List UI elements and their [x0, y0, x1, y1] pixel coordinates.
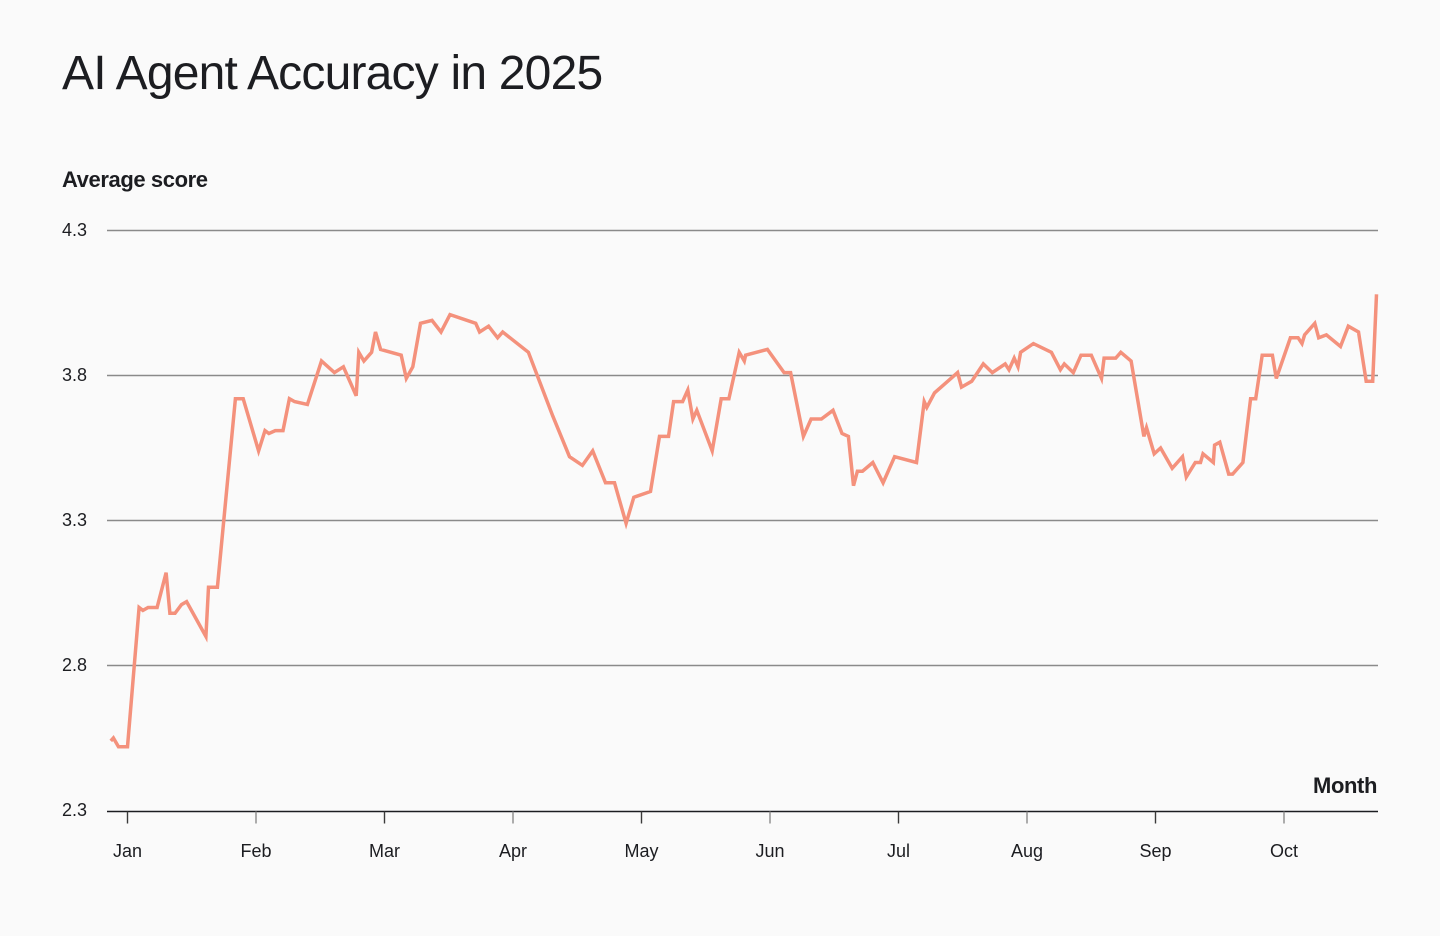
y-tick-label: 4.3 — [62, 219, 88, 240]
x-tick-label: Aug — [1010, 841, 1044, 861]
x-tick-label: Mar — [369, 841, 400, 861]
x-tick-label: Feb — [240, 841, 272, 861]
x-tick-label: Jul — [886, 841, 910, 861]
y-tick-label: 3.8 — [62, 364, 88, 385]
y-axis-title: Average score — [62, 167, 208, 192]
y-tick-label: 2.8 — [62, 654, 88, 675]
x-tick-label: Apr — [498, 841, 527, 861]
y-tick-label: 3.3 — [62, 509, 88, 530]
x-axis — [107, 810, 1378, 824]
x-tick-label: Jun — [755, 841, 785, 861]
gridlines — [107, 229, 1378, 667]
x-tick-label: Oct — [1269, 841, 1298, 861]
x-axis-title: Month — [1313, 773, 1377, 798]
x-tick-label: May — [624, 841, 659, 861]
chart-title: AI Agent Accuracy in 2025 — [62, 47, 603, 100]
y-tick-label: 2.3 — [62, 799, 88, 820]
series-line-average-score — [109, 294, 1379, 749]
x-tick-label: Jan — [112, 841, 143, 861]
x-tick-label: Sep — [1139, 841, 1172, 861]
